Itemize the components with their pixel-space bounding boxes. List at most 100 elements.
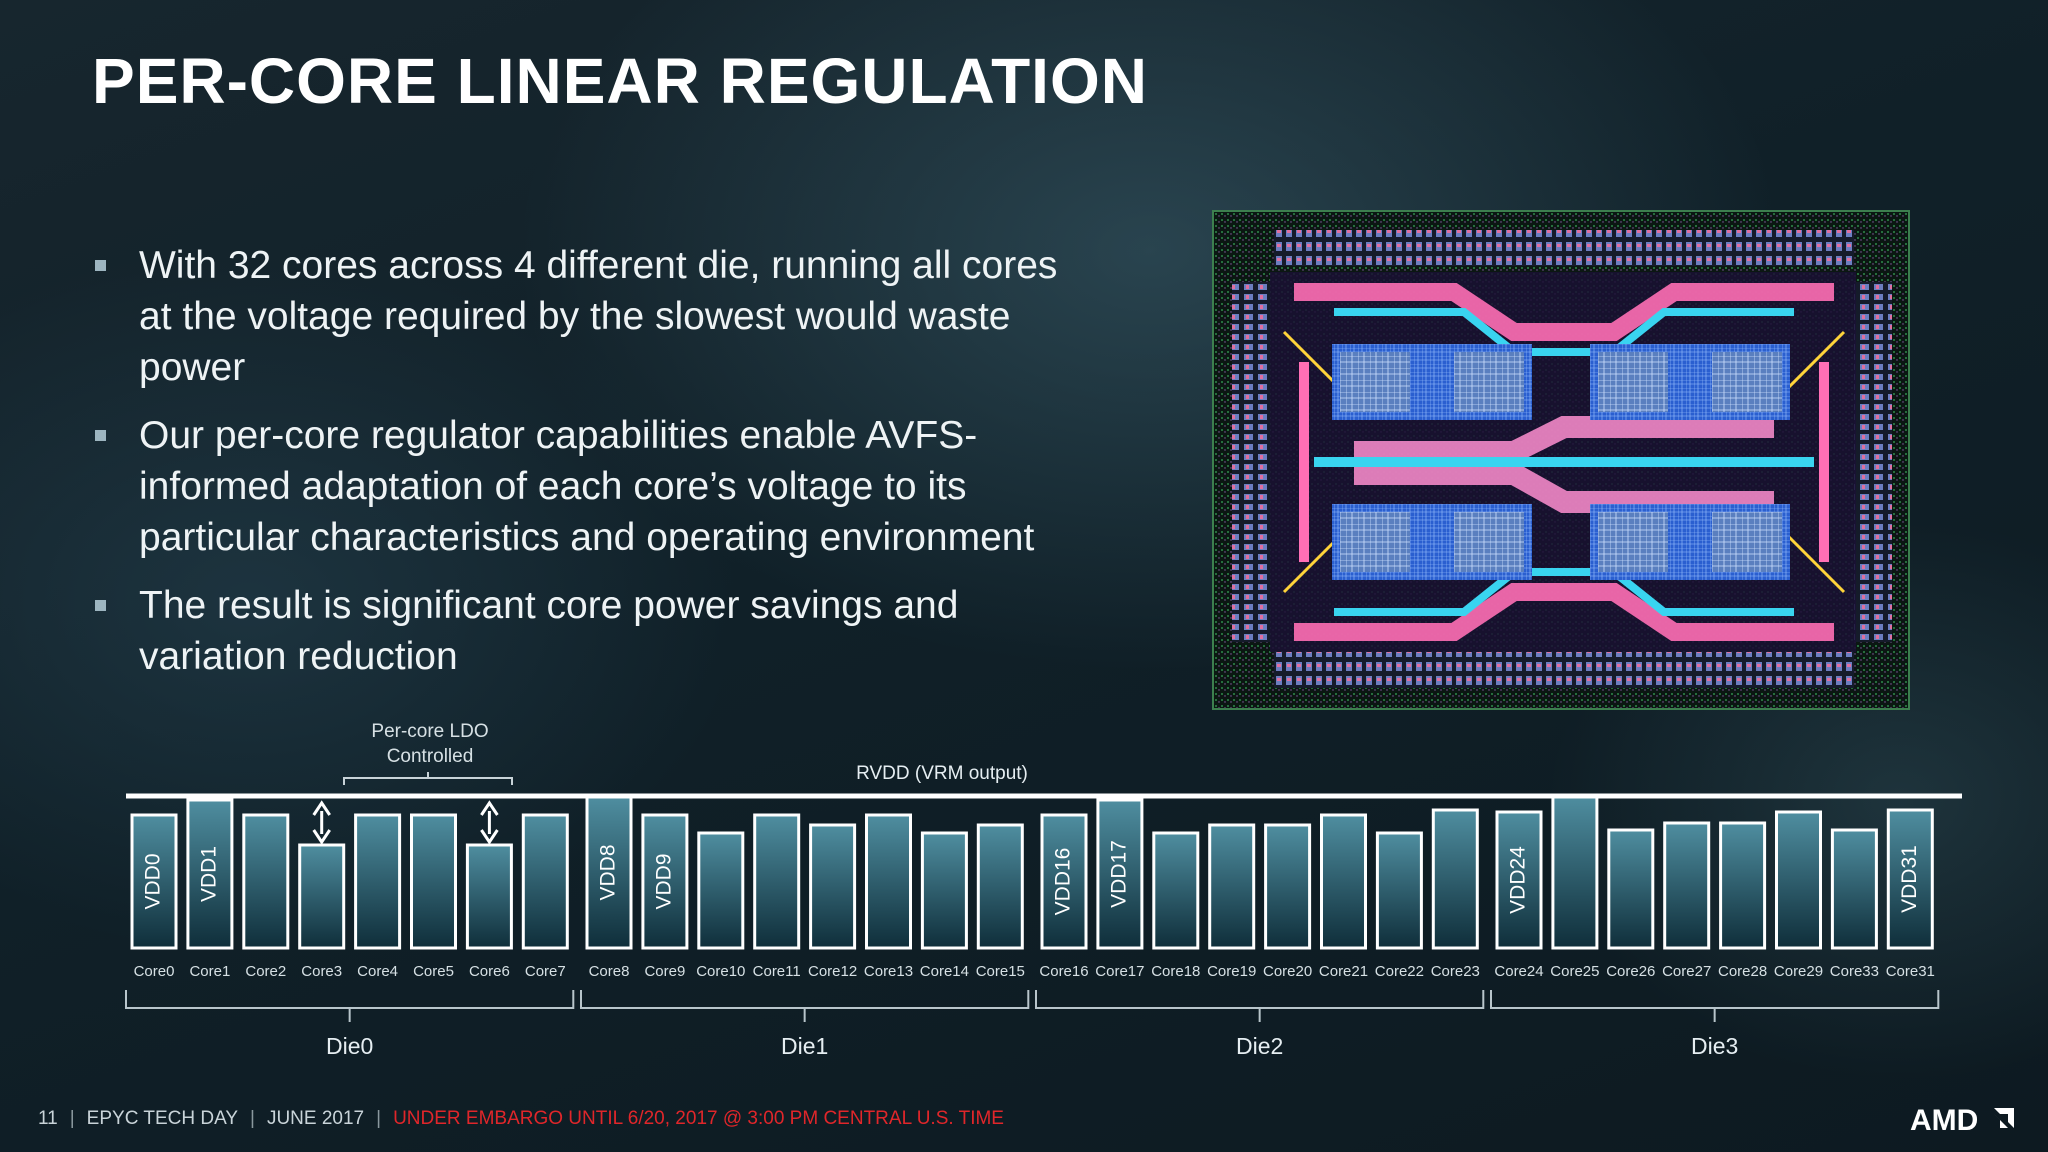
core-voltage-bar xyxy=(1830,828,1878,950)
footer-separator: | xyxy=(69,1108,75,1129)
rvdd-rail-label: RVDD (VRM output) xyxy=(856,763,1028,784)
die-layout-graphic xyxy=(1214,212,1908,708)
footer: 11 | EPYC TECH DAY | JUNE 2017 | UNDER EMBARGO… xyxy=(38,1108,1004,1130)
core-voltage-bar xyxy=(1264,823,1312,950)
vdd-label: VDD16 xyxy=(1052,848,1075,916)
core-voltage-bar xyxy=(186,798,234,950)
core-label: Core22 xyxy=(1375,963,1424,980)
amd-arrow-icon xyxy=(1994,1108,2014,1128)
core-label: Core10 xyxy=(696,963,745,980)
core-label: Core24 xyxy=(1494,963,1543,980)
ldo-label-line2: Controlled xyxy=(387,746,474,767)
die-bracket xyxy=(580,990,1030,1022)
core-voltage-bar xyxy=(1096,798,1144,950)
core-label: Core21 xyxy=(1319,963,1368,980)
core-label: Core13 xyxy=(864,963,913,980)
vdd-label: VDD8 xyxy=(597,844,620,900)
core-voltage-bar xyxy=(521,813,569,950)
core-voltage-bar xyxy=(1320,813,1367,950)
core-voltage-bars: VDD0 VDD1 VDD8 VDD9 VDD16 VDD17 VDD24 VDD31 xyxy=(130,794,1934,950)
core-voltage-bar xyxy=(753,813,801,950)
core-label: Core11 xyxy=(753,963,801,980)
vdd-label: VDD1 xyxy=(197,846,220,902)
vdd-label: VDD0 xyxy=(142,853,165,909)
bullet-text: The result is significant core power sav… xyxy=(139,584,959,678)
core-voltage-bar xyxy=(1551,794,1599,950)
die-label: Die0 xyxy=(326,1033,373,1059)
core-voltage-bar xyxy=(1775,810,1822,950)
bullet-item: The result is significant core power sav… xyxy=(92,580,1072,682)
bullet-item: With 32 cores across 4 different die, ru… xyxy=(92,240,1072,393)
core-voltage-bar xyxy=(1152,831,1200,950)
core-voltage-bar xyxy=(1208,823,1256,950)
core-voltage-bar xyxy=(1495,810,1543,950)
core-voltage-bar xyxy=(809,823,857,950)
bullet-square-icon xyxy=(95,600,106,611)
core-voltage-bar xyxy=(1040,813,1088,950)
amd-logo: AMD xyxy=(1910,1104,2014,1136)
arrow-down-icon xyxy=(312,829,331,845)
die-label: Die2 xyxy=(1236,1033,1283,1059)
die-label: Die1 xyxy=(781,1033,828,1059)
core-label: Core9 xyxy=(644,963,685,980)
ldo-label-line1: Per-core LDO xyxy=(371,721,488,742)
core-voltage-bar xyxy=(1886,808,1934,950)
bullet-list: With 32 cores across 4 different die, ru… xyxy=(92,240,1072,699)
core-voltage-bar xyxy=(1607,828,1655,950)
core-label: Core18 xyxy=(1151,963,1200,980)
bullet-text: With 32 cores across 4 different die, ru… xyxy=(139,244,1058,389)
core-label: Core31 xyxy=(1886,963,1935,980)
die-bracket xyxy=(125,990,575,1022)
core-label: Core14 xyxy=(920,963,969,980)
vdd-label: VDD9 xyxy=(652,853,675,909)
core-label: Core25 xyxy=(1550,963,1599,980)
core-label: Core3 xyxy=(301,963,342,980)
core-voltage-bar xyxy=(1431,808,1479,950)
page-number: 11 xyxy=(38,1108,58,1129)
footer-separator: | xyxy=(250,1108,255,1129)
core-label: Core12 xyxy=(808,963,857,980)
core-label: Core16 xyxy=(1039,963,1088,980)
core-label: Core27 xyxy=(1662,963,1711,980)
core-label: Core5 xyxy=(413,963,454,980)
core-voltage-bar xyxy=(697,831,745,950)
per-core-voltage-diagram: VDD0 VDD1 VDD8 VDD9 VDD16 VDD17 VDD24 VDD31 RVD… xyxy=(125,721,1962,1059)
core-label: Core4 xyxy=(357,963,398,980)
core-label: Core29 xyxy=(1774,963,1823,980)
core-label: Core0 xyxy=(134,963,175,980)
core-voltage-bar xyxy=(465,843,513,950)
core-voltage-bar xyxy=(1663,821,1711,950)
die-brackets: Die0 Die1 Die2 Die3 xyxy=(125,990,1940,1059)
amd-logo-text: AMD xyxy=(1910,1104,1978,1136)
core-label: Core1 xyxy=(189,963,230,980)
core-voltage-bar xyxy=(641,813,689,950)
core-label: Core23 xyxy=(1431,963,1480,980)
ldo-bracket xyxy=(343,772,513,785)
core-voltage-bar xyxy=(1719,821,1767,950)
core-label: Core6 xyxy=(469,963,510,980)
core-voltage-bar xyxy=(976,823,1024,950)
core-voltage-bar xyxy=(298,843,346,950)
core-label: Core7 xyxy=(525,963,566,980)
bullet-square-icon xyxy=(95,430,106,441)
arrow-up-icon xyxy=(312,800,331,816)
core-voltage-bar xyxy=(130,813,178,950)
core-voltage-bar xyxy=(1375,831,1423,950)
embargo-notice: UNDER EMBARGO UNTIL 6/20, 2017 @ 3:00 PM… xyxy=(393,1108,1004,1129)
ldo-arrows xyxy=(312,800,499,845)
die-bracket xyxy=(1035,990,1485,1022)
die-label: Die3 xyxy=(1691,1033,1738,1059)
bullet-item: Our per-core regulator capabilities enab… xyxy=(92,410,1072,563)
vdd-label: VDD31 xyxy=(1898,845,1921,913)
core-label: Core26 xyxy=(1606,963,1655,980)
bullet-square-icon xyxy=(95,260,106,271)
arrow-up-icon xyxy=(480,800,499,816)
core-voltage-bar xyxy=(920,831,968,950)
footer-separator: | xyxy=(376,1108,382,1129)
core-voltage-bar xyxy=(410,813,457,950)
core-voltage-bar xyxy=(865,813,912,950)
vdd-label: VDD17 xyxy=(1107,840,1130,908)
bullet-text: Our per-core regulator capabilities enab… xyxy=(139,414,1035,559)
event-name: EPYC TECH DAY xyxy=(86,1108,239,1129)
core-label: Core33 xyxy=(1830,963,1879,980)
